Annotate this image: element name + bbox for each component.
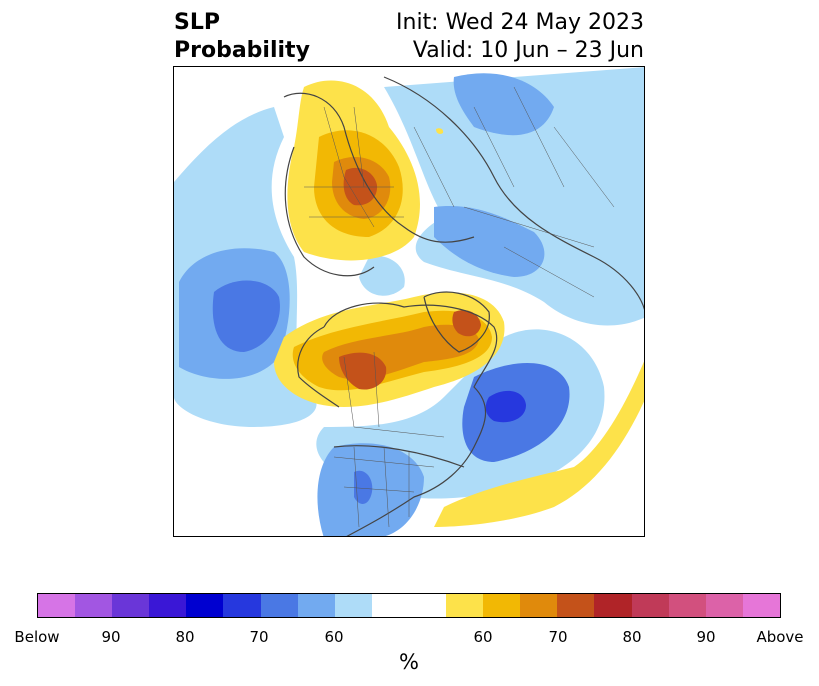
probability-map-svg [174,67,644,536]
orange-region-scandinavia-core [343,167,378,206]
colorbar-swatch [38,594,76,617]
colorbar-label-above-60: 60 [473,628,493,646]
blue-region-pacific-core [212,280,280,352]
colorbar-swatch [112,594,150,617]
blue-region-small-ring [359,256,405,296]
colorbar-swatch [705,594,743,617]
coastline-us-interior [333,445,465,468]
colorbar-swatch [297,594,335,617]
colorbar-swatch [594,594,632,617]
colorbar-label-below-80: 80 [175,628,195,646]
colorbar-swatch [149,594,187,617]
colorbar-swatch [668,594,706,617]
colorbar-label-above-70: 70 [548,628,568,646]
coastlines [283,76,644,536]
map-title: SLP Probability [174,9,310,65]
colorbar-swatch [371,594,447,617]
colorbar-label-below-90: 90 [101,628,121,646]
colorbar-swatch [520,594,558,617]
colorbar-swatch [557,594,595,617]
blue-region-texas [354,470,373,504]
colorbar-swatch [334,594,372,617]
above-normal-regions [274,80,644,527]
colorbar-swatch [75,594,113,617]
blue-region-siberia [384,67,644,326]
title-product: Probability [174,38,310,63]
forecast-map [173,66,645,537]
colorbar-label-above-80: 80 [622,628,642,646]
colorbar-swatch [446,594,484,617]
orange-region-canada-core [339,352,387,390]
coastline-north-america [323,302,498,536]
colorbar-swatch [260,594,298,617]
map-dates: Init: Wed 24 May 2023 Valid: 10 Jun – 23… [396,9,644,65]
valid-period: Valid: 10 Jun – 23 Jun [412,38,644,63]
orange-region-atlantic [434,361,644,527]
colorbar-label-above-90: 90 [696,628,716,646]
init-date: Init: Wed 24 May 2023 [396,10,644,35]
orange-region-greenland-core [452,310,481,337]
probability-colorbar [37,593,781,618]
coastline-asia [383,76,644,311]
colorbar-label-below-70: 70 [249,628,269,646]
colorbar-swatch [186,594,224,617]
orange-region-small [436,128,444,134]
colorbar-label-above: Above [756,628,804,646]
coastline-west-europe [284,146,375,277]
colorbar-unit: % [399,650,419,674]
colorbar-swatch [631,594,669,617]
coastline-europe [283,92,475,243]
blue-region-atlantic-core [485,390,526,423]
country-borders [304,86,615,528]
coastline-greenland [423,291,490,353]
colorbar-label-below-60: 60 [324,628,344,646]
title-variable: SLP [174,10,220,35]
colorbar-swatch [223,594,261,617]
blue-region-siberia-mid [434,206,545,277]
coastline-alaska [297,326,340,408]
colorbar-swatch [483,594,521,617]
colorbar-swatch [742,594,780,617]
blue-region-arctic-east [453,73,554,136]
colorbar-label-below: Below [14,628,60,646]
